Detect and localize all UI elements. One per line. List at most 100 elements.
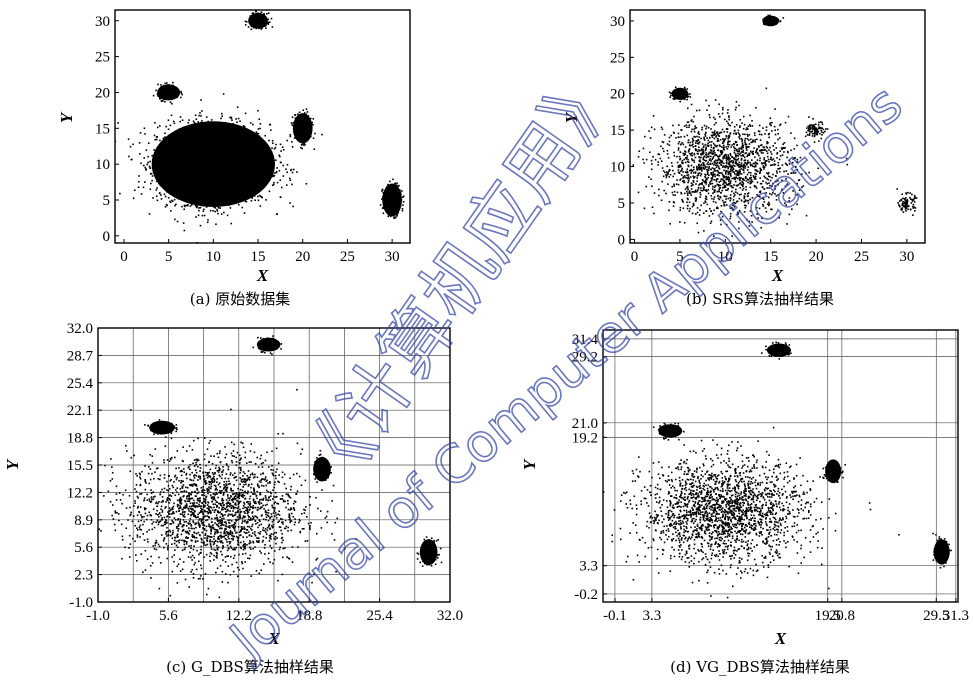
data-point	[312, 123, 314, 126]
data-point	[742, 164, 744, 167]
data-point	[302, 126, 305, 129]
data-point	[278, 154, 281, 157]
data-point	[759, 190, 762, 193]
data-point	[219, 163, 222, 166]
data-point	[297, 120, 299, 122]
data-point	[735, 161, 738, 164]
data-point	[244, 177, 247, 179]
data-point	[222, 155, 225, 158]
data-point	[230, 175, 233, 178]
data-point	[160, 194, 162, 196]
data-point	[735, 101, 738, 103]
data-point	[303, 112, 306, 114]
data-point	[723, 169, 725, 172]
data-point	[742, 185, 744, 188]
data-point	[209, 137, 212, 139]
data-point	[714, 99, 717, 101]
data-point	[649, 151, 651, 154]
data-point	[222, 201, 225, 204]
data-point	[791, 208, 793, 210]
data-point	[196, 166, 199, 168]
data-point	[167, 98, 170, 101]
data-point	[188, 159, 190, 162]
data-point	[399, 195, 402, 198]
data-point	[215, 129, 218, 132]
data-point	[224, 196, 227, 198]
data-point	[246, 170, 248, 173]
data-point	[245, 153, 248, 155]
data-point	[703, 159, 706, 162]
data-point	[207, 191, 209, 194]
data-point	[178, 182, 181, 184]
data-point	[280, 186, 283, 189]
data-point	[250, 149, 253, 151]
data-point	[734, 178, 736, 181]
data-point	[239, 138, 242, 141]
data-point	[195, 165, 198, 167]
data-point	[720, 223, 722, 226]
data-point	[149, 167, 151, 169]
data-point	[166, 92, 169, 94]
data-point	[389, 215, 392, 218]
data-point	[401, 209, 404, 212]
data-point	[208, 129, 211, 131]
data-point	[196, 158, 198, 160]
data-point	[701, 143, 704, 145]
data-point	[705, 189, 707, 192]
data-point	[204, 190, 207, 192]
data-point	[193, 155, 196, 157]
data-point	[191, 151, 193, 153]
data-point	[171, 189, 174, 192]
data-point	[168, 190, 171, 193]
data-point	[203, 208, 205, 211]
data-point	[732, 204, 734, 207]
data-point	[224, 179, 227, 182]
data-point	[388, 205, 390, 208]
data-point	[184, 205, 186, 208]
data-point	[201, 120, 203, 122]
data-point	[706, 169, 709, 171]
data-point	[186, 186, 188, 189]
data-point	[201, 180, 203, 183]
data-point	[167, 119, 170, 122]
data-point	[732, 199, 735, 201]
data-point	[159, 177, 161, 180]
data-point	[237, 168, 240, 171]
data-point	[286, 139, 288, 142]
data-point	[706, 144, 709, 147]
data-point	[202, 164, 204, 167]
data-point	[721, 161, 723, 164]
data-point	[216, 174, 219, 177]
data-point	[127, 138, 130, 140]
data-point	[719, 184, 722, 187]
data-point	[737, 173, 739, 176]
data-point	[199, 137, 201, 139]
data-point	[733, 143, 735, 146]
data-point	[667, 171, 669, 174]
data-point	[168, 93, 170, 96]
data-point	[709, 183, 712, 185]
data-point	[786, 164, 789, 167]
data-point	[182, 152, 184, 155]
data-point	[215, 146, 218, 149]
data-point	[783, 170, 785, 173]
data-point	[767, 204, 770, 207]
data-point	[152, 94, 155, 97]
data-point	[189, 197, 191, 199]
data-point	[193, 178, 195, 181]
data-point	[249, 161, 252, 164]
data-point	[194, 148, 196, 151]
data-point	[220, 157, 223, 160]
data-point	[702, 167, 705, 170]
data-point	[738, 179, 741, 182]
data-point	[251, 191, 254, 193]
data-point	[690, 130, 693, 133]
data-point	[387, 202, 390, 204]
data-point	[743, 156, 746, 159]
data-point	[240, 159, 242, 162]
data-point	[681, 162, 684, 165]
data-point	[137, 186, 140, 188]
data-point	[776, 152, 778, 155]
data-point	[225, 143, 227, 145]
data-point	[393, 185, 395, 188]
